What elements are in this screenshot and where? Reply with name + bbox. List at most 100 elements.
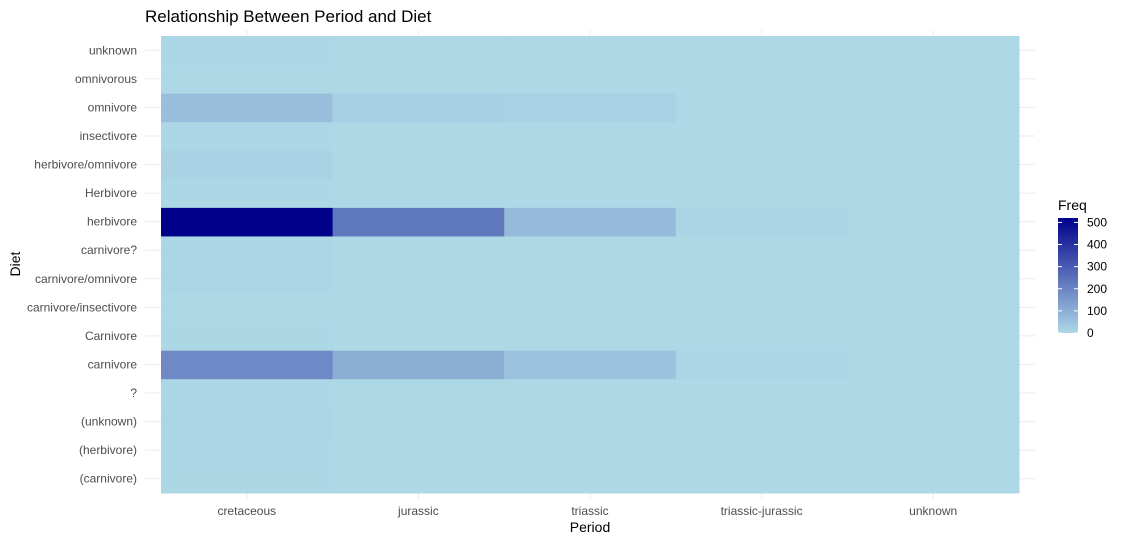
legend-colorbar [1058,218,1078,333]
legend-tick-label: 200 [1087,282,1107,296]
heatmap-cell [161,350,334,380]
x-axis-title: Period [570,519,610,535]
y-tick-label: omnivore [88,100,138,114]
heatmap-cell [675,350,848,380]
x-tick-label: cretaceous [217,504,276,518]
heatmap-cell [332,464,505,494]
heatmap-cell [161,235,334,265]
heatmap-cell [504,350,677,380]
heatmap-cell [161,178,334,208]
y-tick-label: unknown [89,43,137,57]
heatmap-cell [332,93,505,123]
heatmap-cell [332,150,505,180]
heatmap-cell [847,378,1020,408]
heatmap-cell [504,93,677,123]
heatmap-cell [161,464,334,494]
heatmap-cell [504,235,677,265]
heatmap-cell [847,435,1020,465]
heatmap-cell [847,150,1020,180]
heatmap-cell [504,64,677,94]
y-tick-labels: (carnivore) (herbivore) (unknown)? carnivor… [27,43,137,485]
heatmap-cell [161,293,334,323]
heatmap-cell [847,321,1020,351]
heatmap-cell [161,93,334,123]
heatmap-cell [847,293,1020,323]
heatmap-cell [161,121,334,151]
y-axis-title: Diet [7,251,23,276]
heatmap-cell [675,407,848,437]
heatmap-cell [161,407,334,437]
legend-title: Freq [1058,197,1087,213]
heatmap-cell [332,435,505,465]
heatmap-cell [675,435,848,465]
heatmap-cell [332,350,505,380]
heatmap-cell [675,235,848,265]
heatmap-cell [847,235,1020,265]
heatmap-cell [675,36,848,66]
heatmap-cell [675,378,848,408]
heatmap-cell [847,350,1020,380]
x-tick-label: unknown [909,504,957,518]
heatmap-cell [161,36,334,66]
heatmap-cell [161,378,334,408]
y-tick-label: carnivore/insectivore [27,300,137,314]
heatmap-cell [332,235,505,265]
y-tick-label: carnivore/omnivore [35,272,137,286]
legend-tick-label: 500 [1087,215,1107,229]
y-tick-label: Herbivore [85,186,137,200]
heatmap-cell [847,36,1020,66]
heatmap-cell [847,93,1020,123]
heatmap-cell [504,407,677,437]
heatmap-cell [675,93,848,123]
heatmap-cell [161,150,334,180]
heatmap-cell [161,264,334,294]
chart-title: Relationship Between Period and Diet [145,7,432,26]
heatmap-cell [332,264,505,294]
heatmap-cell [161,321,334,351]
heatmap-cell [332,321,505,351]
heatmap-cell [675,464,848,494]
heatmap-cell [504,293,677,323]
heatmap-cell [332,64,505,94]
legend: Freq 0 100 200 300 400 500 [1058,197,1107,340]
heatmap-cells [161,36,1020,494]
x-tick-label: jurassic [397,504,439,518]
x-tick-label: triassic-jurassic [721,504,803,518]
heatmap-cell [675,121,848,151]
y-tick-label: (herbivore) [79,443,137,457]
heatmap-cell [847,178,1020,208]
heatmap-cell [675,264,848,294]
heatmap-cell [675,178,848,208]
heatmap-cell [161,435,334,465]
heatmap-cell [504,121,677,151]
heatmap-cell [675,64,848,94]
y-tick-label: (unknown) [81,415,137,429]
y-tick-label: carnivore? [81,243,137,257]
heatmap-cell [504,150,677,180]
heatmap-cell [675,293,848,323]
heatmap-cell [847,121,1020,151]
heatmap-cell [504,178,677,208]
legend-tick-label: 0 [1087,326,1094,340]
heatmap-cell [847,264,1020,294]
y-tick-label: omnivorous [75,72,137,86]
heatmap-cell [504,207,677,237]
heatmap-cell [332,407,505,437]
heatmap-cell [847,407,1020,437]
heatmap-cell [332,36,505,66]
x-tick-labels: cretaceous jurassic triassic triassic-juras… [217,504,957,518]
heatmap-cell [504,435,677,465]
heatmap-cell [161,207,334,237]
heatmap-cell [161,64,334,94]
y-tick-label: Carnivore [85,329,137,343]
heatmap-cell [504,464,677,494]
heatmap-cell [504,378,677,408]
heatmap-cell [332,293,505,323]
y-tick-label: carnivore [88,357,138,371]
heatmap-cell [332,207,505,237]
legend-ticks: 0 100 200 300 400 500 [1058,215,1107,340]
legend-tick-label: 400 [1087,238,1107,252]
heatmap-cell [675,321,848,351]
legend-tick-label: 300 [1087,260,1107,274]
